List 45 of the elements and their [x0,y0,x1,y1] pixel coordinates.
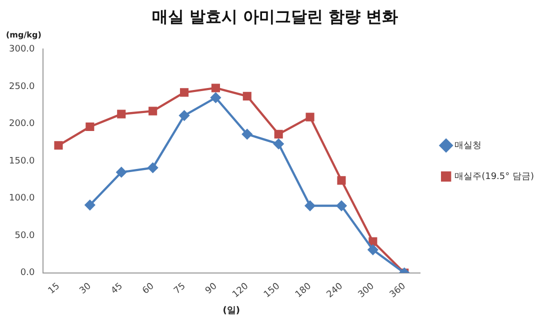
point [336,200,347,211]
y-tick-label: 100.0 [9,194,36,204]
point [304,200,316,211]
point [117,110,126,118]
y-axis-title: (mg/kg) [6,30,42,40]
chart-title: 매실 발효시 아미그달린 함량 변화 [152,6,398,26]
y-tick-label: 0.0 [20,268,36,278]
point [84,200,96,210]
y-tick-label: 200.0 [9,119,36,130]
y-tick-label: 150.0 [9,156,36,166]
point [180,88,189,97]
y-tick-label: 50.0 [14,230,36,241]
point [337,176,346,185]
x-tick-label: 150 [262,281,282,300]
x-tick-label: 75 [172,281,188,296]
point [242,92,252,100]
y-tick-label: 300.0 [9,44,36,55]
point [54,141,63,150]
y-tick-label: 250.0 [9,82,36,92]
x-tick-label: 300 [356,281,377,300]
point [179,110,190,121]
point [242,129,252,140]
point [86,122,94,132]
x-tick-label: 360 [388,281,408,300]
legend-label: 매실청 [454,140,482,151]
point [273,138,284,149]
x-tick-label: 60 [141,281,156,296]
point [368,244,378,255]
point [148,106,158,116]
legend-label: 매실주(19.5° 담금) [454,172,534,182]
x-tick-label: 120 [230,281,251,300]
x-tick-label: 90 [204,281,220,296]
x-tick-label: 30 [78,281,94,296]
point [368,237,378,246]
x-tick-label: 180 [294,281,314,300]
point [210,92,221,103]
point [116,167,126,178]
point [306,112,314,122]
x-tick-label: 15 [46,281,62,296]
point [274,130,283,138]
x-axis-title: (일) [222,306,240,316]
x-tick-label: 45 [110,281,125,296]
x-tick-label: 240 [325,281,346,300]
point [211,84,220,92]
point [148,162,158,173]
